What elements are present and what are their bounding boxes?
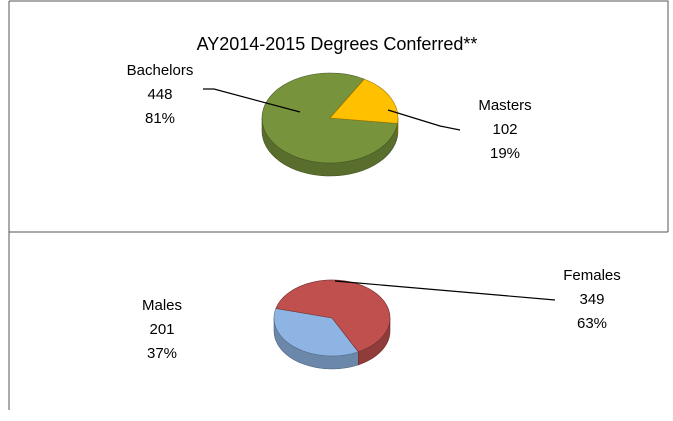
slice-label-name: Masters <box>478 97 531 114</box>
slice-label-percent: 81% <box>145 110 175 127</box>
pie-slice <box>329 78 399 124</box>
slice-label-value: 102 <box>492 121 517 138</box>
slice-label-value: 448 <box>147 86 172 103</box>
leader-line <box>387 109 461 131</box>
pie-slice <box>275 279 391 353</box>
pie-slice <box>273 308 359 357</box>
slice-label-value: 201 <box>149 321 174 338</box>
frame <box>8 0 669 410</box>
slice-label-name: Males <box>142 297 182 314</box>
leader-line <box>203 88 301 113</box>
slice-label-value: 349 <box>579 291 604 308</box>
slice-label-name: Females <box>563 267 621 284</box>
slice-label-name: Bachelors <box>127 62 194 79</box>
slice-label-percent: 63% <box>577 315 607 332</box>
slice-label-percent: 19% <box>490 145 520 162</box>
chart-title: AY2014-2015 Degrees Conferred** <box>197 34 478 54</box>
slice-label-percent: 37% <box>147 345 177 362</box>
leader-line <box>334 280 556 301</box>
